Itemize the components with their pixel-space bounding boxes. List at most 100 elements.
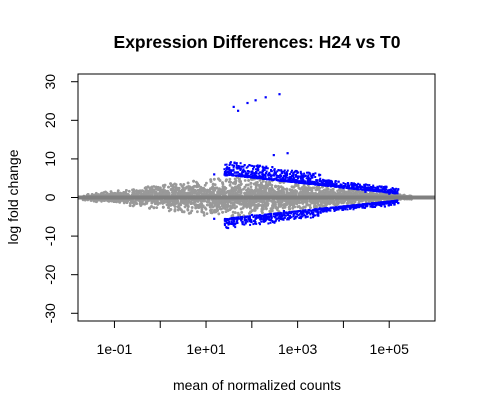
- data-point: [263, 187, 267, 191]
- data-point: [229, 205, 233, 208]
- data-point: [308, 203, 312, 207]
- data-point: [205, 181, 208, 185]
- data-point: [257, 183, 261, 187]
- data-point: [305, 201, 309, 205]
- data-point: [215, 206, 219, 210]
- data-point: [179, 208, 183, 212]
- data-point: [177, 203, 181, 207]
- data-point: [188, 185, 192, 189]
- data-point: [196, 203, 200, 207]
- data-point: [192, 202, 195, 205]
- data-point: [239, 207, 243, 211]
- data-point: [221, 181, 224, 185]
- data-point: [128, 204, 132, 208]
- data-point: [238, 180, 242, 183]
- data-point: [249, 188, 253, 192]
- data-point: [212, 177, 216, 181]
- data-point: [199, 191, 203, 195]
- data-point: [202, 213, 206, 217]
- data-point: [246, 187, 250, 190]
- data-point: [296, 183, 300, 187]
- data-point: [262, 199, 266, 203]
- data-point: [155, 206, 159, 210]
- data-point: [320, 190, 324, 194]
- data-point: [205, 203, 209, 207]
- data-point: [277, 185, 280, 188]
- data-point: [125, 189, 128, 192]
- data-point: [131, 191, 135, 195]
- data-point: [246, 183, 250, 187]
- data-point: [226, 205, 230, 209]
- data-point: [211, 192, 214, 196]
- data-point: [211, 182, 215, 186]
- data-point: [261, 211, 264, 215]
- data-point: [318, 186, 321, 190]
- data-point: [271, 205, 275, 209]
- data-point: [163, 191, 167, 195]
- data-point: [177, 186, 181, 190]
- data-point: [200, 199, 203, 203]
- data-point: [171, 191, 175, 195]
- data-point: [268, 180, 271, 184]
- data-point: [280, 203, 283, 207]
- data-point: [190, 206, 194, 209]
- data-point: [249, 185, 253, 189]
- data-point: [284, 199, 287, 203]
- data-point: [132, 203, 136, 207]
- data-point: [230, 201, 233, 205]
- data-point: [217, 177, 220, 181]
- data-point: [118, 200, 121, 204]
- data-point: [264, 205, 268, 209]
- data-point: [283, 205, 287, 209]
- data-point: [317, 203, 320, 207]
- data-point: [205, 212, 209, 216]
- data-point: [173, 208, 177, 211]
- data-point: [196, 185, 200, 188]
- data-point: [224, 210, 228, 214]
- data-point: [341, 192, 345, 195]
- data-point: [274, 206, 278, 210]
- data-point: [185, 185, 189, 189]
- data-point: [238, 213, 242, 217]
- data-point: [242, 187, 245, 191]
- data-point: [232, 203, 236, 207]
- data-point: [240, 211, 244, 214]
- data-point: [301, 186, 304, 189]
- data-point: [165, 203, 169, 207]
- data-point: [173, 205, 177, 208]
- data-point: [203, 183, 207, 187]
- data-point: [293, 191, 297, 194]
- chart-title: Expression Differences: H24 vs T0: [114, 32, 401, 52]
- data-point: [270, 209, 274, 213]
- data-point: [288, 205, 291, 208]
- data-point: [231, 191, 235, 195]
- data-point: [310, 200, 313, 204]
- data-point: [252, 182, 256, 186]
- data-point: [260, 183, 264, 187]
- data-point: [167, 206, 170, 210]
- data-point: [164, 200, 168, 203]
- data-point: [331, 189, 335, 192]
- data-point: [192, 190, 196, 193]
- data-point: [122, 191, 126, 195]
- data-point: [140, 189, 144, 193]
- data-point: [326, 187, 330, 191]
- data-point: [143, 202, 147, 206]
- data-point: [315, 205, 318, 209]
- data-point: [245, 188, 248, 192]
- data-point: [169, 184, 173, 188]
- data-point: [293, 205, 297, 209]
- data-point: [247, 179, 251, 182]
- data-point: [299, 191, 303, 195]
- data-point: [273, 190, 276, 193]
- data-point: [210, 205, 214, 208]
- data-point: [285, 190, 289, 193]
- data-point: [188, 191, 192, 195]
- data-point: [225, 178, 228, 182]
- data-point: [249, 181, 253, 185]
- data-point: [109, 190, 113, 194]
- data-point: [161, 184, 165, 188]
- data-point: [233, 211, 237, 215]
- data-point: [265, 201, 269, 205]
